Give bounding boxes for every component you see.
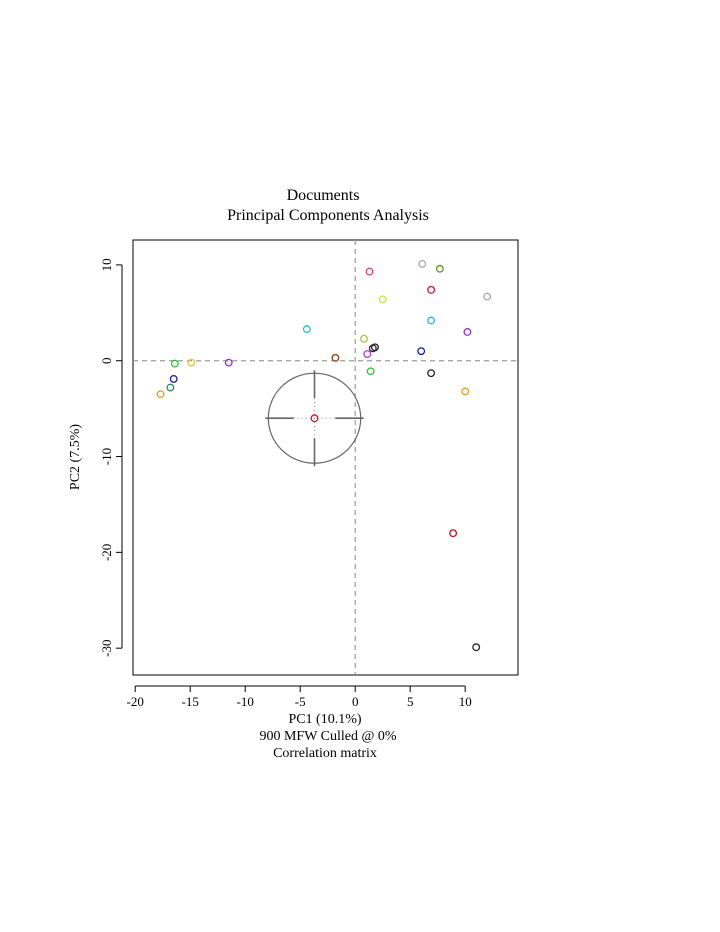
x-tick-label: 0	[352, 694, 359, 709]
x-tick-label: -5	[295, 694, 306, 709]
data-points	[156, 260, 492, 652]
reference-lines	[133, 240, 518, 675]
data-point	[302, 325, 311, 334]
data-point	[166, 383, 175, 392]
data-point	[156, 390, 165, 399]
data-point	[427, 316, 436, 325]
y-tick-label: 0	[99, 357, 114, 364]
data-point	[427, 369, 436, 378]
data-point	[371, 343, 379, 352]
data-point	[461, 387, 470, 396]
data-point	[435, 264, 444, 273]
x-tick-label: 5	[407, 694, 414, 709]
data-point	[417, 347, 426, 356]
x-axis: -20 -15 -10 -5 0 5 10	[127, 685, 472, 709]
target-marker	[265, 370, 364, 467]
data-point	[418, 260, 427, 268]
data-point	[331, 353, 340, 362]
target-point	[310, 414, 319, 423]
caption-mfw: 900 MFW Culled @ 0%	[259, 729, 396, 744]
data-point	[360, 334, 368, 343]
chart-title: Documents	[287, 187, 360, 204]
x-tick-label: 10	[459, 694, 472, 709]
data-point	[427, 285, 436, 294]
plot-frame	[132, 239, 519, 676]
data-point	[187, 358, 196, 367]
data-point	[224, 358, 233, 367]
y-tick-label: 10	[99, 258, 114, 271]
data-point	[170, 359, 179, 368]
y-tick-label: -10	[99, 448, 114, 465]
data-point	[378, 295, 387, 304]
y-axis-label: PC2 (7.5%)	[68, 424, 83, 490]
caption-matrix: Correlation matrix	[273, 746, 377, 761]
x-tick-label: -15	[182, 694, 199, 709]
chart-subtitle: Principal Components Analysis	[227, 207, 429, 224]
data-point	[483, 292, 492, 301]
y-tick-label: -30	[99, 639, 114, 656]
data-point	[363, 350, 372, 358]
y-tick-label: -20	[99, 544, 114, 561]
data-point	[472, 643, 481, 652]
data-point	[463, 328, 472, 336]
x-tick-label: -10	[237, 694, 254, 709]
x-axis-label: PC1 (10.1%)	[288, 712, 361, 727]
data-point	[169, 374, 178, 383]
data-point	[365, 267, 374, 276]
y-axis: -30 -20 -10 0 10	[99, 258, 123, 657]
data-point	[449, 529, 458, 538]
x-tick-label: -20	[127, 694, 144, 709]
data-point	[366, 367, 375, 376]
